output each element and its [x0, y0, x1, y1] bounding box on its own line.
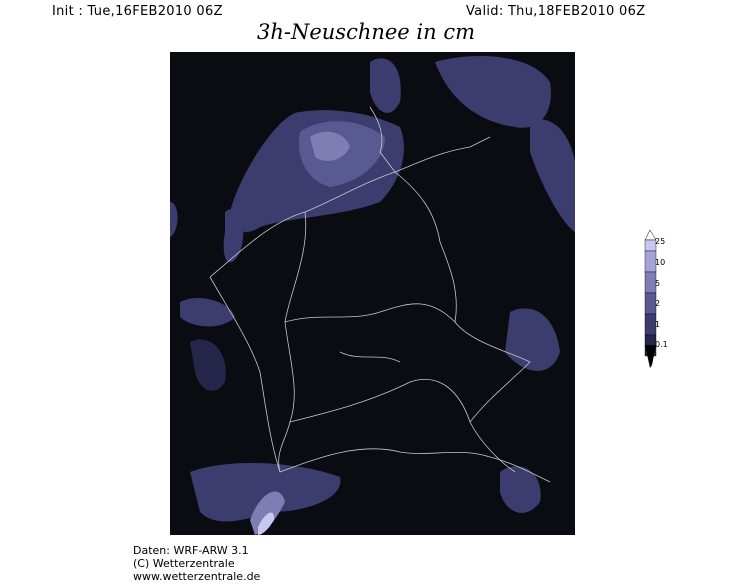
- country-borders: [209, 106, 551, 483]
- map-title: 3h-Neuschnee in cm: [256, 20, 476, 44]
- color-legend: [644, 230, 657, 368]
- legend-label-0-1: 0.1: [655, 340, 668, 349]
- snow-area-belgium: [180, 297, 235, 327]
- snow-area-east-edge: [530, 119, 575, 232]
- valid-time: Valid: Thu,18FEB2010 06Z: [466, 4, 646, 19]
- snow-area-southeast: [500, 466, 541, 513]
- snowfall-map: [170, 52, 575, 535]
- snow-area-alps-peak: [258, 512, 275, 535]
- legend-label-25: 25: [655, 237, 666, 246]
- snow-area-france: [190, 339, 226, 391]
- footer-data-source: Daten: WRF-ARW 3.1: [133, 544, 249, 557]
- legend-label-10: 10: [655, 258, 666, 267]
- snow-area-west: [223, 209, 244, 263]
- snow-area-north-peak: [310, 131, 350, 161]
- legend-label-2: 2: [655, 299, 661, 308]
- legend-label-5: 5: [655, 279, 661, 288]
- footer-website: www.wetterzentrale.de: [133, 570, 261, 583]
- footer-credits: Daten: WRF-ARW 3.1 (C) Wetterzentrale ww…: [133, 544, 260, 583]
- snow-area-ireland-edge: [170, 202, 178, 237]
- snow-area-alps: [190, 462, 341, 522]
- legend-label-1: 1: [655, 320, 661, 329]
- legend-bottom-arrow: [645, 345, 656, 368]
- snow-areas: [170, 56, 575, 535]
- init-time: Init : Tue,16FEB2010 06Z: [52, 4, 223, 19]
- snow-area-denmark: [370, 58, 401, 113]
- snow-area-alps-core: [250, 491, 285, 535]
- snow-area-east: [505, 308, 560, 371]
- footer-copyright: (C) Wetterzentrale: [133, 557, 235, 570]
- snow-area-baltic: [435, 56, 551, 128]
